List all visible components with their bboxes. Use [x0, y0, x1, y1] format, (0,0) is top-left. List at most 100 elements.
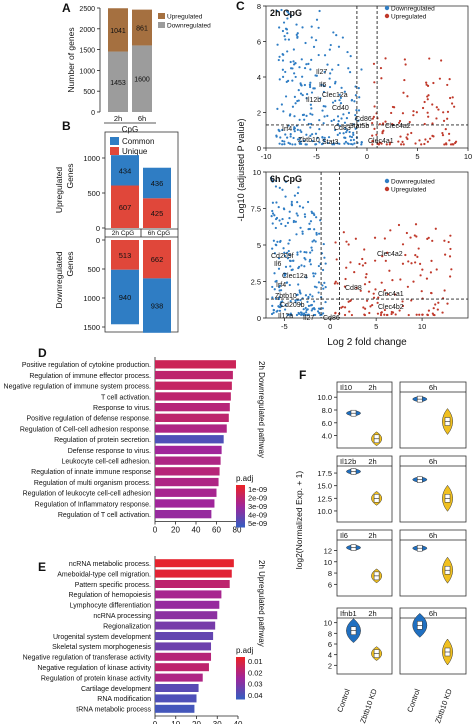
a-y-tick-label: 500 — [83, 89, 95, 96]
c-point-downregulated — [336, 115, 340, 118]
enrich-colorbar-segment — [236, 686, 245, 689]
c-point-downregulated — [332, 143, 336, 146]
f-y-tick-label: 8 — [328, 629, 332, 638]
c-point-downregulated — [302, 113, 306, 116]
c-point-downregulated — [335, 34, 338, 37]
c-point-downregulated — [322, 90, 326, 94]
c-point-downregulated — [314, 313, 317, 317]
c-point-downregulated — [284, 95, 288, 98]
enrich-category-label: Negative regulation of kinase activity — [37, 665, 151, 672]
enrich-category-label: Defense response to virus. — [68, 448, 151, 455]
c-point-downregulated — [336, 133, 339, 136]
c-point-upregulated — [436, 308, 439, 311]
c-point-upregulated — [349, 299, 352, 303]
enrich-side-label: 2h Upregulated pathway — [257, 560, 266, 647]
f-facet-frame — [399, 529, 467, 597]
enrich-category-label: tRNA metabolic process — [76, 707, 151, 714]
c-point-downregulated — [283, 274, 286, 277]
c-point-downregulated — [272, 239, 275, 242]
c-point-downregulated — [299, 226, 302, 229]
enrich-x-tick-label: 20 — [171, 526, 180, 535]
c-point-upregulated — [373, 81, 376, 84]
c-point-downregulated — [318, 119, 321, 122]
c-point-downregulated — [322, 105, 325, 108]
enrich-category-label: Skeletal system morphogenesis — [52, 644, 151, 651]
enrich-bar — [155, 435, 224, 444]
c-point-upregulated — [375, 133, 378, 136]
f-y-tick-label: 6 — [328, 580, 332, 589]
c-point-downregulated — [309, 112, 312, 115]
f-facet-frame — [399, 455, 467, 523]
enrich-category-label: Urogenital system development — [53, 634, 151, 641]
c-point-upregulated — [367, 290, 371, 293]
b-up-tick-label: 500 — [87, 189, 100, 198]
c-x-tick-label: 5 — [374, 322, 378, 331]
c-point-downregulated — [323, 136, 326, 139]
c-point-upregulated — [404, 253, 407, 257]
c-gene-label: Il6 — [319, 82, 327, 89]
c-point-downregulated — [277, 267, 281, 270]
f-x-label-kd-6h: Zbtb10 KD — [433, 687, 454, 724]
c-point-downregulated — [278, 55, 281, 58]
c-point-downregulated — [273, 252, 276, 255]
c-point-upregulated — [410, 299, 413, 302]
c-point-upregulated — [384, 259, 387, 262]
c-point-upregulated — [363, 313, 366, 316]
c-point-downregulated — [278, 186, 281, 189]
c-point-downregulated — [305, 143, 308, 146]
c-point-downregulated — [277, 128, 280, 131]
f-facet-frame — [336, 455, 393, 523]
a-value-label-up: 1041 — [110, 28, 126, 35]
c-point-downregulated — [328, 48, 331, 51]
c-point-upregulated — [405, 231, 408, 235]
c-point-upregulated — [403, 58, 406, 61]
c-point-downregulated — [317, 281, 321, 284]
c-point-upregulated — [418, 139, 421, 142]
c-point-downregulated — [317, 264, 320, 268]
c-point-upregulated — [426, 237, 429, 241]
c-point-downregulated — [276, 240, 279, 243]
c-point-upregulated — [373, 236, 377, 239]
c-y-tick-label: 0 — [257, 144, 261, 153]
c-point-upregulated — [397, 223, 401, 227]
c-point-downregulated — [271, 304, 274, 307]
c-point-downregulated — [320, 83, 323, 86]
enrich-bar — [155, 673, 203, 682]
c-point-downregulated — [310, 309, 313, 312]
c-point-upregulated — [403, 78, 406, 82]
c-point-downregulated — [299, 92, 303, 95]
c-point-upregulated — [451, 96, 454, 99]
enrich-category-label: Positive regulation of cytokine producti… — [22, 362, 151, 369]
c-point-downregulated — [305, 276, 308, 279]
enrich-bar — [155, 499, 215, 508]
c-point-upregulated — [380, 281, 383, 284]
c-point-downregulated — [279, 239, 282, 243]
enrich-colorbar-segment — [236, 684, 245, 687]
c-point-downregulated — [326, 63, 329, 66]
c-point-upregulated — [377, 296, 380, 299]
c-point-downregulated — [318, 9, 321, 13]
f-y-tick-label: 2 — [328, 661, 332, 670]
c-point-upregulated — [372, 115, 375, 118]
c-point-upregulated — [425, 81, 428, 84]
c-point-downregulated — [287, 249, 290, 253]
c-point-downregulated — [301, 75, 304, 78]
c-point-downregulated — [348, 71, 352, 74]
c-point-downregulated — [354, 85, 357, 88]
c-point-downregulated — [300, 58, 303, 61]
b-strip-label-6h: 6h CpG — [148, 230, 170, 237]
c-point-upregulated — [347, 243, 350, 246]
c-point-upregulated — [343, 313, 347, 317]
c-point-downregulated — [318, 232, 321, 235]
panel-letter-a: A — [62, 1, 71, 15]
c-point-upregulated — [449, 247, 452, 251]
c-point-downregulated — [337, 63, 340, 67]
c-point-downregulated — [296, 200, 299, 204]
b-up-axis-title-1: Upregulated — [54, 167, 64, 214]
c-point-downregulated — [307, 62, 310, 65]
c-point-upregulated — [437, 108, 440, 111]
c-point-downregulated — [309, 251, 312, 254]
c-point-downregulated — [299, 82, 302, 85]
c-point-downregulated — [324, 262, 327, 265]
c-point-upregulated — [427, 115, 430, 118]
